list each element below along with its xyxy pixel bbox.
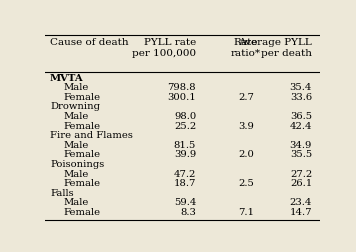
Text: 47.2: 47.2 (174, 169, 196, 178)
Text: Drowning: Drowning (50, 102, 100, 111)
Text: 26.1: 26.1 (290, 178, 312, 187)
Text: 798.8: 798.8 (168, 83, 196, 92)
Text: Male: Male (64, 112, 89, 120)
Text: 35.4: 35.4 (290, 83, 312, 92)
Text: Fire and Flames: Fire and Flames (50, 131, 133, 140)
Text: 3.9: 3.9 (238, 121, 254, 130)
Text: Male: Male (64, 198, 89, 207)
Text: 36.5: 36.5 (290, 112, 312, 120)
Text: 8.3: 8.3 (180, 207, 196, 216)
Text: 42.4: 42.4 (290, 121, 312, 130)
Text: 14.7: 14.7 (290, 207, 312, 216)
Text: Average PYLL
per death: Average PYLL per death (239, 38, 312, 57)
Text: 34.9: 34.9 (290, 140, 312, 149)
Text: Female: Female (64, 150, 101, 159)
Text: 27.2: 27.2 (290, 169, 312, 178)
Text: Male: Male (64, 169, 89, 178)
Text: Female: Female (64, 207, 101, 216)
Text: 18.7: 18.7 (174, 178, 196, 187)
Text: 35.5: 35.5 (290, 150, 312, 159)
Text: PYLL rate
per 100,000: PYLL rate per 100,000 (132, 38, 196, 57)
Text: MVTA: MVTA (50, 73, 84, 82)
Text: 25.2: 25.2 (174, 121, 196, 130)
Text: Rate
ratio*: Rate ratio* (231, 38, 261, 57)
Text: Cause of death: Cause of death (50, 38, 129, 47)
Text: 98.0: 98.0 (174, 112, 196, 120)
Text: 23.4: 23.4 (290, 198, 312, 207)
Text: Female: Female (64, 178, 101, 187)
Text: 2.5: 2.5 (238, 178, 254, 187)
Text: Falls: Falls (50, 188, 74, 197)
Text: 33.6: 33.6 (290, 92, 312, 101)
Text: Female: Female (64, 121, 101, 130)
Text: 39.9: 39.9 (174, 150, 196, 159)
Text: Male: Male (64, 83, 89, 92)
Text: Poisonings: Poisonings (50, 159, 104, 168)
Text: Female: Female (64, 92, 101, 101)
Text: 59.4: 59.4 (174, 198, 196, 207)
Text: 7.1: 7.1 (238, 207, 254, 216)
Text: 2.7: 2.7 (238, 92, 254, 101)
Text: Male: Male (64, 140, 89, 149)
Text: 81.5: 81.5 (174, 140, 196, 149)
Text: 300.1: 300.1 (167, 92, 196, 101)
Text: 2.0: 2.0 (238, 150, 254, 159)
